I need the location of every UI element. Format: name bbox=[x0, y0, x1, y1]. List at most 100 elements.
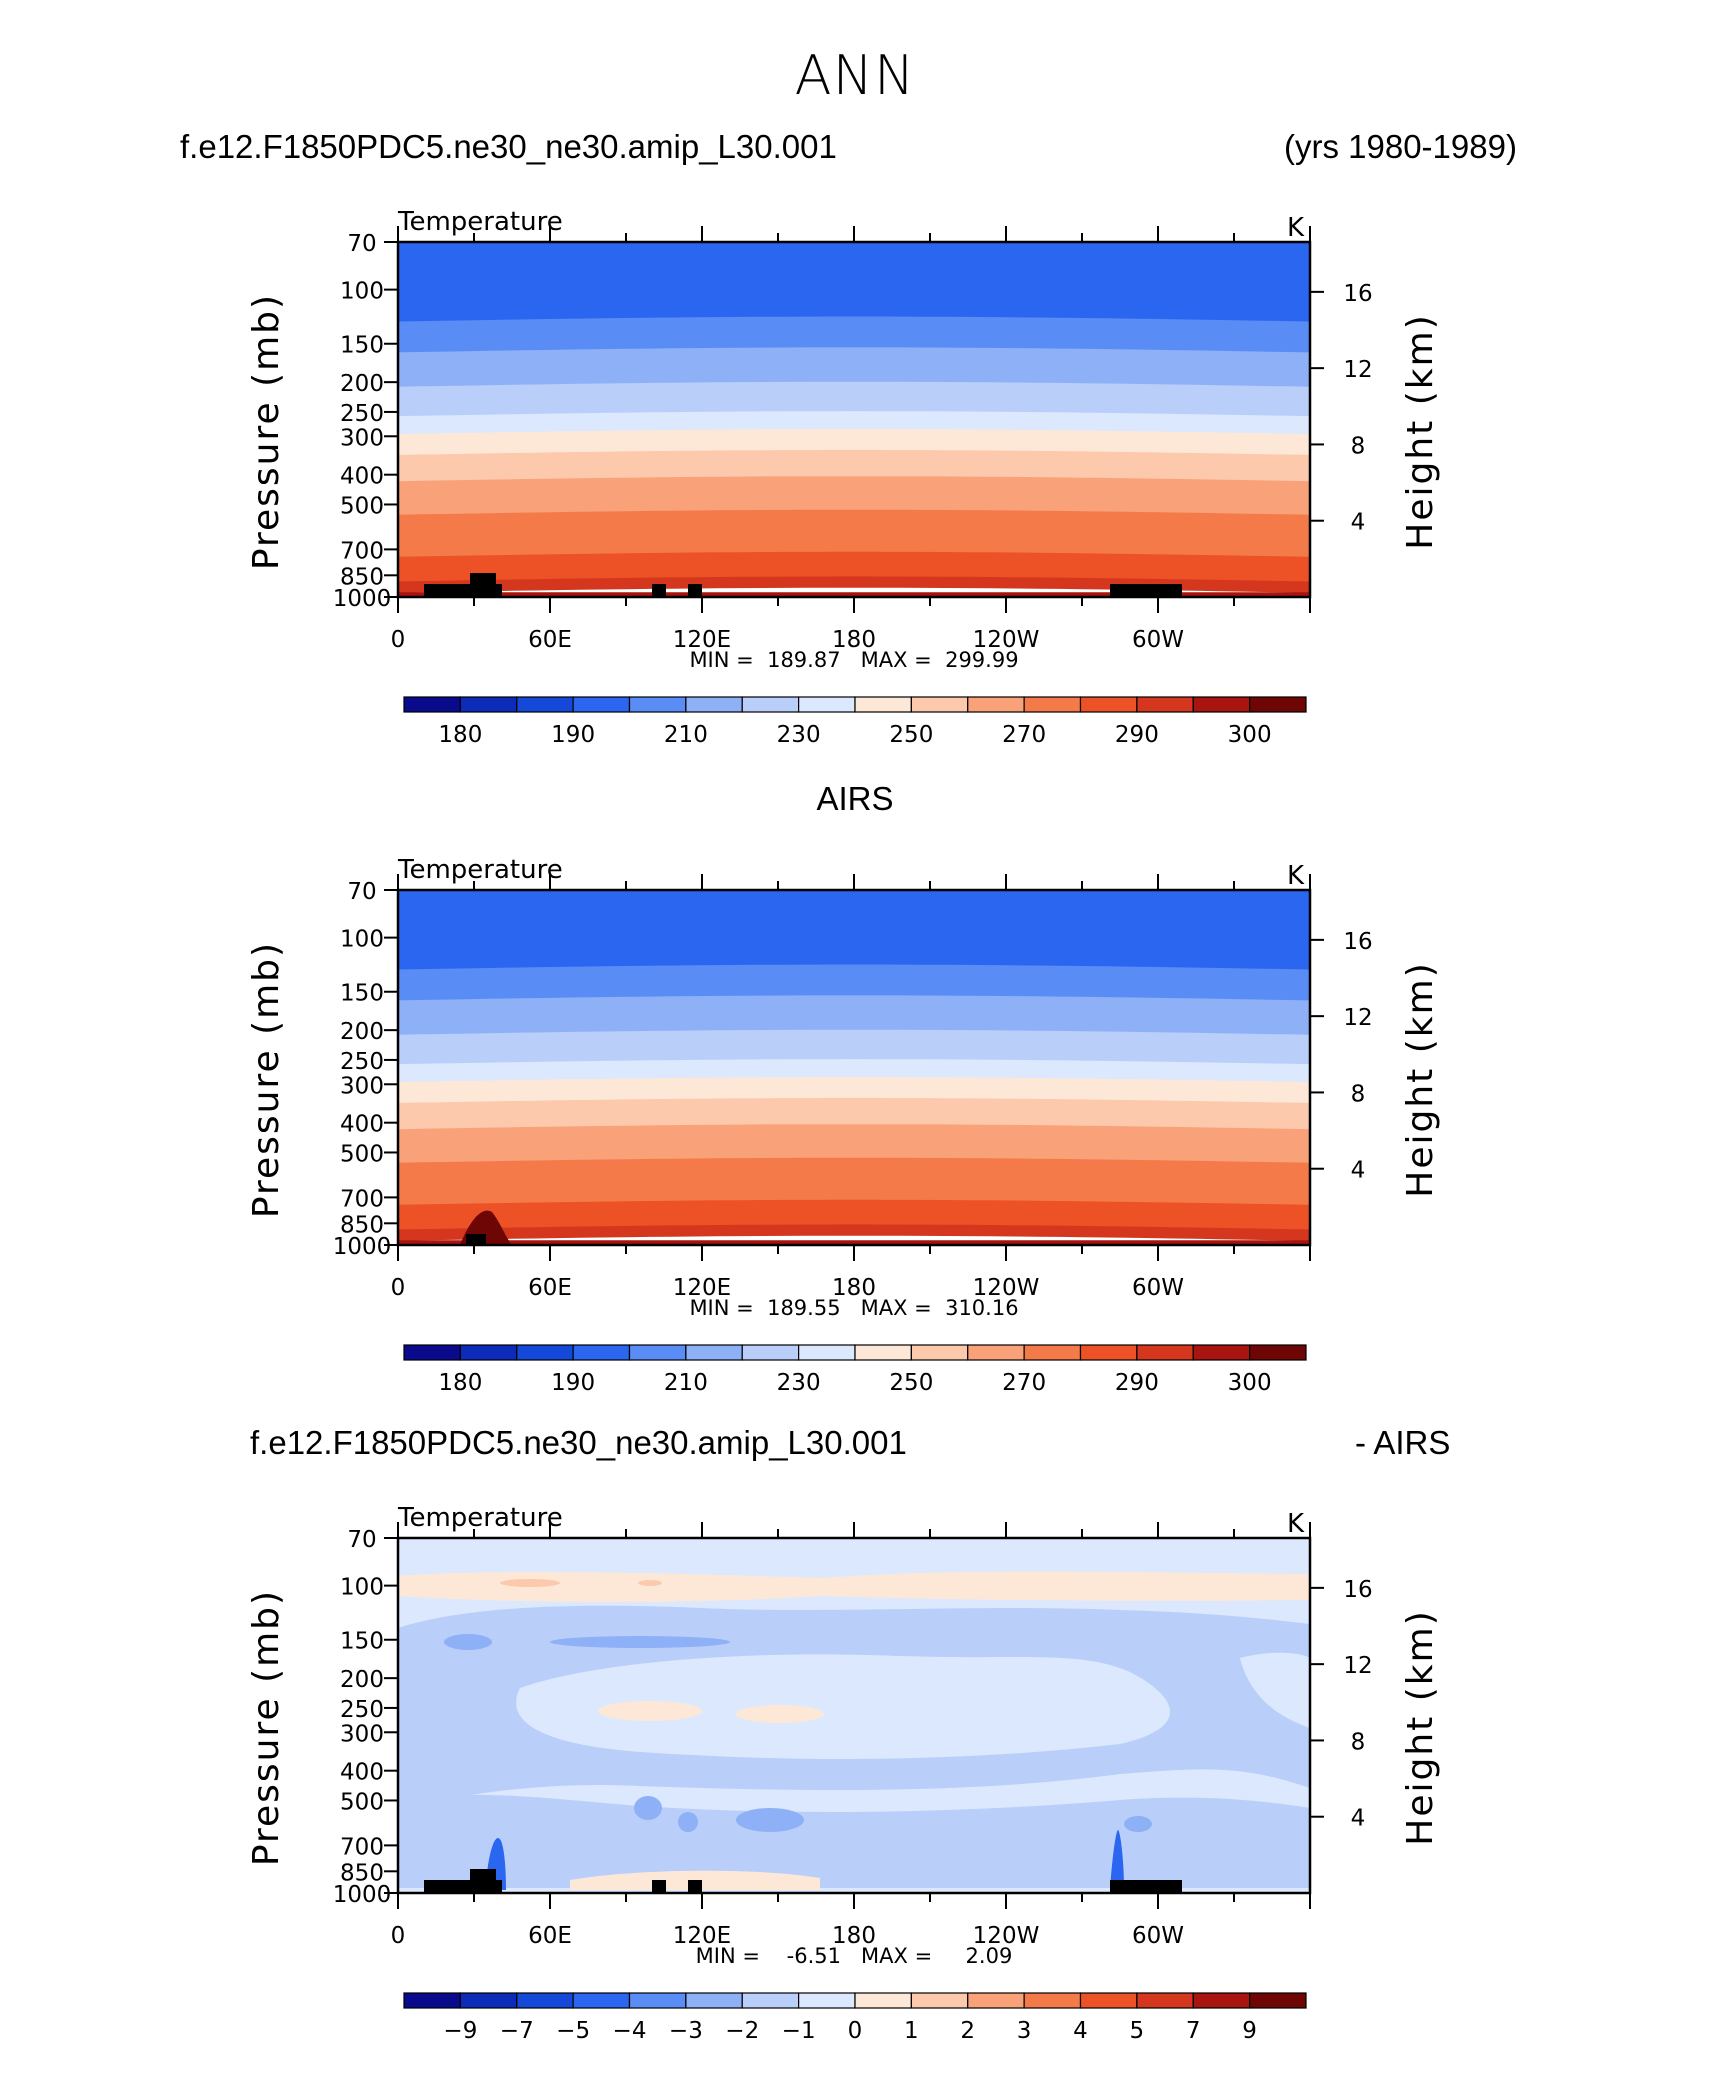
panel1-colorbar-box bbox=[967, 696, 1025, 713]
panel2-colorbar-box bbox=[741, 1344, 800, 1361]
topography-mask bbox=[1110, 1880, 1182, 1893]
panel2-colorbar-label: 180 bbox=[438, 1370, 482, 1396]
panel3-lon-tick-label: 60E bbox=[528, 1923, 572, 1949]
panel3-y2label: Height (km) bbox=[1400, 1609, 1441, 1845]
topography-mask bbox=[1110, 584, 1182, 597]
panel3-colorbar-box bbox=[628, 1992, 687, 2009]
panel1-contour-band bbox=[398, 381, 1310, 417]
panel3-colorbar-label: 2 bbox=[960, 2018, 975, 2044]
panel1-colorbar-box bbox=[910, 696, 969, 713]
panel1-colorbar-box bbox=[403, 696, 461, 713]
panel3-colorbar-label: 0 bbox=[848, 2018, 863, 2044]
topography-mask bbox=[470, 1869, 496, 1893]
panel3-pressure-tick-label: 200 bbox=[340, 1667, 384, 1693]
panel3-pressure-tick-label: 500 bbox=[340, 1789, 384, 1815]
panel1-contour-band bbox=[398, 449, 1310, 482]
panel3-colorbar-label: −3 bbox=[669, 2018, 703, 2044]
panel1-lon-tick-label: 120W bbox=[973, 627, 1040, 653]
panel1-contour-band bbox=[398, 551, 1310, 582]
panel1-colorbar-label: 190 bbox=[551, 722, 595, 748]
panel1-colorbar-label: 250 bbox=[889, 722, 933, 748]
panel2-contour-band bbox=[398, 964, 1310, 1001]
panel1-subtitle: Temperature bbox=[397, 207, 563, 237]
panel2-colorbar-box bbox=[459, 1344, 518, 1361]
panel3-contour-band bbox=[1124, 1816, 1152, 1832]
panel3-contour-band bbox=[500, 1579, 560, 1587]
topography-mask bbox=[652, 584, 666, 597]
panel3-lon-tick-label: 0 bbox=[391, 1923, 406, 1949]
panel3-colorbar-box bbox=[854, 1992, 912, 2009]
panel1-colorbar-label: 210 bbox=[664, 722, 708, 748]
panel1-height-tick-label: 4 bbox=[1351, 510, 1366, 536]
panel3-colorbar-label: 3 bbox=[1017, 2018, 1032, 2044]
panel1-colorbar-box bbox=[1192, 696, 1251, 713]
panel3-contour-band bbox=[550, 1636, 730, 1648]
panel3-colorbar-box bbox=[1192, 1992, 1251, 2009]
panel2-contour-band bbox=[398, 1157, 1310, 1206]
panel2-colorbar-label: 230 bbox=[777, 1370, 821, 1396]
panel3-pressure-tick-label: 150 bbox=[340, 1629, 384, 1655]
panel1-years: (yrs 1980-1989) bbox=[1284, 128, 1517, 165]
panel1-pressure-tick-label: 200 bbox=[340, 371, 384, 397]
panel3-colorbar-box bbox=[1023, 1992, 1082, 2009]
panel2-lon-tick-label: 120E bbox=[673, 1275, 731, 1301]
panel3-colorbar-box bbox=[516, 1992, 574, 2009]
panel1-colorbar-box bbox=[516, 696, 574, 713]
panel3-colorbar-label: −7 bbox=[500, 2018, 534, 2044]
topography-mask bbox=[470, 573, 496, 597]
panel1-colorbar-box bbox=[459, 696, 518, 713]
panel3-colorbar-box bbox=[910, 1992, 969, 2009]
panel3-contour-band bbox=[736, 1705, 824, 1723]
panel2-colorbar-label: 190 bbox=[551, 1370, 595, 1396]
panel2-contour-band bbox=[398, 890, 1310, 970]
topography-mask bbox=[466, 1234, 486, 1245]
panel1-colorbar-label: 300 bbox=[1228, 722, 1272, 748]
panel3-pressure-tick-label: 300 bbox=[340, 1721, 384, 1747]
panel1-height-tick-label: 8 bbox=[1351, 433, 1366, 459]
panel3-lon-tick-label: 180 bbox=[832, 1923, 876, 1949]
panel1-units: K bbox=[1287, 213, 1305, 243]
panel3-colorbar-label: −9 bbox=[443, 2018, 477, 2044]
panel2-colorbar-box bbox=[685, 1344, 743, 1361]
panel3-contour-band bbox=[398, 1794, 1310, 1888]
panel2-pressure-tick-label: 250 bbox=[340, 1049, 384, 1075]
panel2-lon-tick-label: 60E bbox=[528, 1275, 572, 1301]
panel3-contour-band bbox=[1240, 1652, 1310, 1728]
panel2-contour-band bbox=[398, 1224, 1310, 1241]
panel1-contour-band bbox=[398, 576, 1310, 593]
panel3-colorbar-box bbox=[967, 1992, 1025, 2009]
panel3-field bbox=[398, 1538, 1310, 1893]
panel3-colorbar-label: −4 bbox=[613, 2018, 647, 2044]
panel1-pressure-tick-label: 400 bbox=[340, 464, 384, 490]
panel2-pressure-tick-label: 1000 bbox=[333, 1234, 392, 1260]
panel3-colorbar-label: 4 bbox=[1073, 2018, 1088, 2044]
panel1-colorbar-box bbox=[1136, 696, 1194, 713]
panel3-pressure-tick-label: 1000 bbox=[333, 1882, 392, 1908]
panel1-pressure-tick-label: 850 bbox=[340, 564, 384, 590]
panel1-colorbar-box bbox=[854, 696, 912, 713]
panel3-colorbar-box bbox=[685, 1992, 743, 2009]
panel3-pressure-tick-label: 400 bbox=[340, 1760, 384, 1786]
panel1-min-max: MIN = 189.87 MAX = 299.99 bbox=[689, 648, 1018, 672]
panel2-units: K bbox=[1287, 861, 1305, 891]
panel2-colorbar-box bbox=[1136, 1344, 1194, 1361]
panel1-colorbar-box bbox=[572, 696, 631, 713]
panel2-pressure-tick-label: 400 bbox=[340, 1112, 384, 1138]
panel2-pressure-tick-label: 300 bbox=[340, 1073, 384, 1099]
panel1-pressure-tick-label: 1000 bbox=[333, 586, 392, 612]
panel2-colorbar-box bbox=[854, 1344, 912, 1361]
panel1-contour-band bbox=[398, 347, 1310, 388]
panel3-contour-band bbox=[634, 1796, 662, 1820]
panel2-pressure-tick-label: 200 bbox=[340, 1019, 384, 1045]
panel2-lon-tick-label: 60W bbox=[1132, 1275, 1184, 1301]
panel3-colorbar-box bbox=[572, 1992, 631, 2009]
panel2-colorbar-label: 290 bbox=[1115, 1370, 1159, 1396]
panel1-colorbar-box bbox=[685, 696, 743, 713]
panel2-colorbar-box bbox=[967, 1344, 1025, 1361]
panel3-lon-tick-label: 60W bbox=[1132, 1923, 1184, 1949]
panel2-colorbar-box bbox=[1249, 1344, 1307, 1361]
panel3-contour-band bbox=[444, 1634, 492, 1650]
panel3-colorbar-box bbox=[798, 1992, 856, 2009]
panel3-height-tick-label: 16 bbox=[1343, 1577, 1372, 1603]
panel2-contour-band bbox=[398, 1097, 1310, 1130]
